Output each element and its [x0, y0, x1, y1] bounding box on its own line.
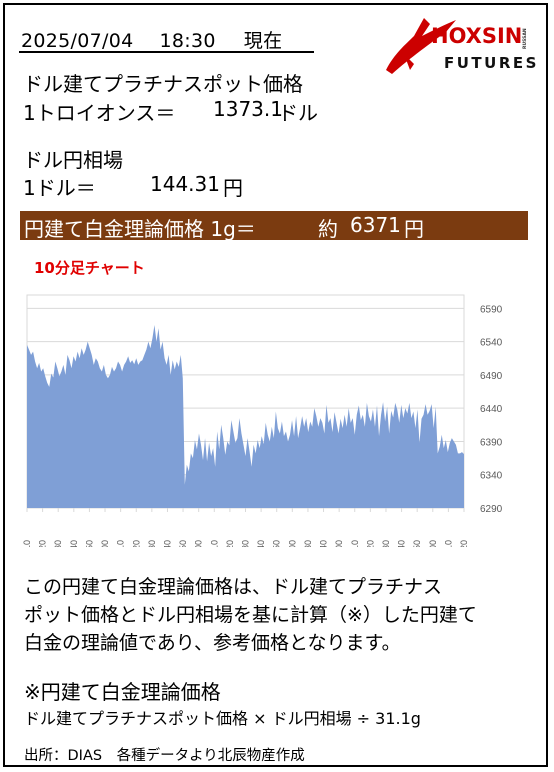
x-tick-label: 18:20 [459, 540, 469, 547]
x-tick-label: 15:00 [100, 540, 110, 547]
fx-title: ドル円相場 [23, 148, 123, 172]
date-text: 2025/07/04 [21, 30, 134, 52]
x-tick-label: 12:30 [381, 540, 391, 547]
y-tick-label: 6390 [480, 437, 503, 448]
status-text: 現在 [243, 30, 283, 52]
timestamp: 2025/07/04 18:30 現在 [21, 26, 282, 53]
x-tick-label: 9:10 [22, 540, 32, 547]
y-tick-label: 6290 [480, 504, 503, 515]
y-tick-label: 6340 [480, 471, 503, 482]
usd-price-value: 1373.1 [213, 97, 283, 121]
x-tick-label: 3:50 [272, 540, 282, 547]
y-tick-label: 6590 [480, 304, 503, 315]
time-text: 18:30 [159, 30, 216, 52]
usd-platinum-title: ドル建てプラチナスポット価格 [23, 72, 303, 96]
x-tick-label: 1:30 [241, 540, 251, 547]
y-tick-label: 6490 [480, 371, 503, 382]
chart-title: 10分足チャート [34, 259, 145, 277]
x-tick-label: 17:10 [443, 540, 453, 547]
chart-svg: 6290 6340 6390 6440 6490 6540 6590 9:10 10:20 11:… [22, 294, 503, 547]
jpy-theoretical-price-banner: 円建て白金理論価格 1g＝ 約 6371 円 [20, 211, 528, 241]
x-tick-label: 17:20 [131, 540, 141, 547]
usd-price-unit: ドル [278, 101, 318, 125]
fx-rate-unit: 円 [223, 176, 243, 200]
x-tick-label: 14:50 [412, 540, 422, 547]
x-tick-label: 11:30 [53, 540, 63, 547]
x-tick-label: 23:10 [209, 540, 219, 547]
fx-unit-label: 1ドル＝ [23, 176, 96, 200]
source-note: 出所：DIAS 各種データより北辰物産作成 [24, 748, 305, 764]
x-tick-label: 2:40 [256, 540, 266, 547]
y-tick-label: 6440 [480, 404, 503, 415]
formula-text: ドル建てプラチナスポット価格 × ドル円相場 ÷ 31.1g [24, 709, 421, 728]
timestamp-underline [19, 51, 314, 53]
description-line-2: ポット価格とドル円相場を基に計算（※）した円建て [24, 604, 477, 626]
x-tick-label: 11:20 [365, 540, 375, 547]
logo-subtext: RUSSAN [522, 28, 528, 49]
description-line-3: 白金の理論値であり、参考価格となります。 [24, 632, 401, 654]
x-tick-label: 18:30 [147, 540, 157, 547]
x-tick-label: 10:10 [350, 540, 360, 547]
x-tick-label: 19:40 [162, 540, 172, 547]
formula-title: ※円建て白金理論価格 [24, 680, 221, 704]
price-area-series [27, 324, 464, 508]
logo-name: HOXSIN [431, 24, 522, 48]
usd-platinum-price: 1トロイオンス＝ 1373.1 ドル [23, 97, 343, 126]
price-chart: 6290 6340 6390 6440 6490 6540 6590 9:10 10:20 11:… [19, 285, 533, 547]
x-tick-label: 13:50 [84, 540, 94, 547]
x-tick-label: 6:30 [303, 540, 313, 547]
fx-rate-value: 144.31 [150, 172, 220, 196]
logo-futures: FUTURES [444, 54, 539, 72]
x-tick-label: 20:50 [178, 540, 188, 547]
banner-unit: 円 [404, 217, 424, 241]
usd-unit-label: 1トロイオンス＝ [23, 101, 176, 125]
banner-label: 円建て白金理論価格 1g＝ [24, 217, 256, 241]
x-tick-label: 0:20 [225, 540, 235, 547]
banner-value: 6371 [350, 213, 401, 237]
x-tick-label: 22:00 [194, 540, 204, 547]
logo-swoosh-icon [386, 18, 456, 74]
x-tick-label: 13:40 [397, 540, 407, 547]
x-tick-label: 16:00 [428, 540, 438, 547]
x-tick-label: 16:10 [116, 540, 126, 547]
x-tick-label: 9:00 [334, 540, 344, 547]
report-frame [3, 3, 548, 767]
x-tick-label: 7:40 [319, 540, 329, 547]
hoxsin-logo: HOXSIN RUSSAN FUTURES [386, 18, 539, 74]
x-tick-label: 5:00 [287, 540, 297, 547]
x-tick-label: 12:40 [69, 540, 79, 547]
description-line-1: この円建て白金理論価格は、ドル建てプラチナス [24, 576, 443, 598]
x-tick-label: 10:20 [38, 540, 48, 547]
banner-approx: 約 [318, 217, 338, 241]
y-tick-label: 6540 [480, 338, 503, 349]
fx-rate: 1ドル＝ 144.31 円 [23, 172, 263, 201]
